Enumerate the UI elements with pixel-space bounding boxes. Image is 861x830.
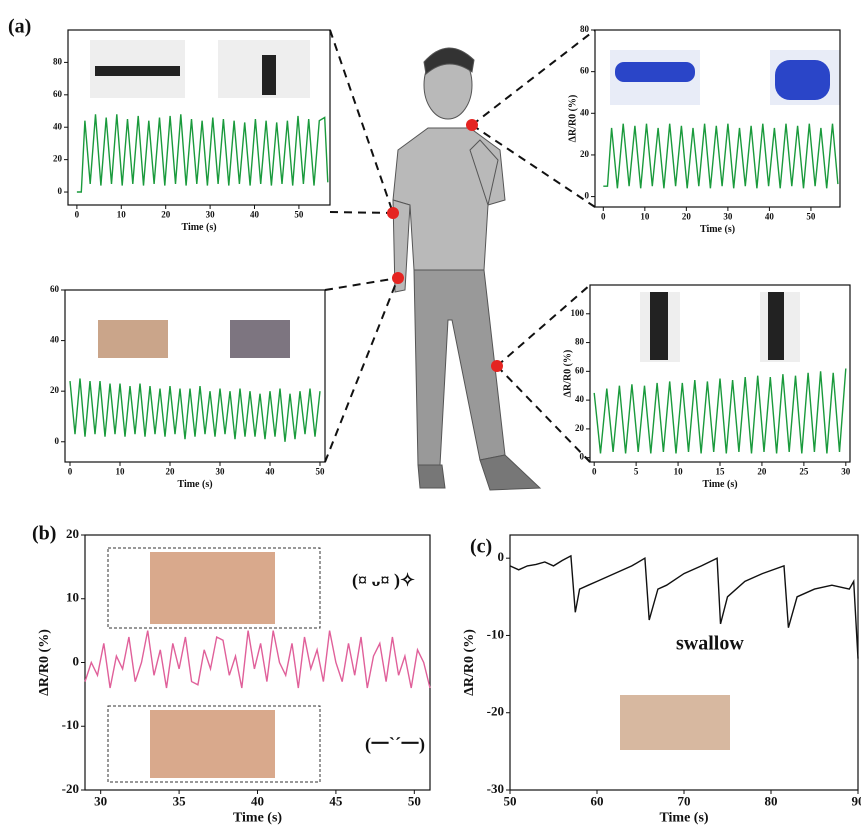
x-tick-label: 35 xyxy=(173,793,187,808)
x-tick-label: 20 xyxy=(161,210,171,220)
y-tick-label: 0 xyxy=(58,186,63,196)
y-tick-label: 20 xyxy=(580,149,590,159)
y-tick-label: 0 xyxy=(55,436,60,446)
y-tick-label: -30 xyxy=(487,781,504,796)
x-tick-label: 10 xyxy=(116,467,126,477)
x-tick-label: 40 xyxy=(250,210,260,220)
y-tick-label: 40 xyxy=(575,394,585,404)
panel-label: (a) xyxy=(8,16,31,38)
data-line xyxy=(77,114,328,192)
x-tick-label: 15 xyxy=(716,467,726,477)
y-tick-label: 100 xyxy=(571,308,585,318)
x-tick-label: 0 xyxy=(601,212,606,222)
x-tick-label: 10 xyxy=(674,467,684,477)
x-axis-label: Time (s) xyxy=(659,810,708,825)
y-tick-label: 0 xyxy=(580,452,585,462)
y-tick-label: 40 xyxy=(50,335,60,345)
y-axis-label: ΔR/R0 (%) xyxy=(37,629,52,696)
y-tick-label: 40 xyxy=(580,107,590,117)
y-axis-label: ΔR/R0 (%) xyxy=(462,629,477,696)
x-tick-label: 50 xyxy=(806,212,816,222)
annotation: swallow xyxy=(676,633,744,655)
y-tick-label: 20 xyxy=(50,385,60,395)
x-tick-label: 20 xyxy=(682,212,692,222)
x-tick-label: 20 xyxy=(166,467,176,477)
y-tick-label: 20 xyxy=(53,154,63,164)
y-tick-label: 80 xyxy=(580,24,590,34)
x-tick-label: 50 xyxy=(316,467,326,477)
x-tick-label: 30 xyxy=(216,467,226,477)
x-tick-label: 10 xyxy=(640,212,650,222)
x-tick-label: 30 xyxy=(94,793,107,808)
x-axis-label: Time (s) xyxy=(181,222,216,233)
x-tick-label: 0 xyxy=(592,467,597,477)
x-tick-label: 80 xyxy=(765,793,778,808)
x-tick-label: 5 xyxy=(634,467,639,477)
data-line xyxy=(85,631,430,688)
panel-label: (c) xyxy=(470,536,492,558)
y-tick-label: 20 xyxy=(575,423,585,433)
x-axis-label: Time (s) xyxy=(702,479,737,490)
annotation: (一`´一) xyxy=(365,734,425,755)
x-tick-label: 0 xyxy=(75,210,80,220)
y-tick-label: 0 xyxy=(73,653,80,668)
x-tick-label: 40 xyxy=(251,793,264,808)
y-tick-label: -20 xyxy=(487,704,504,719)
x-tick-label: 90 xyxy=(852,793,861,808)
y-tick-label: 60 xyxy=(53,89,63,99)
plot-frame xyxy=(590,285,850,462)
y-tick-label: -10 xyxy=(62,717,79,732)
data-line xyxy=(70,379,320,442)
y-tick-label: -10 xyxy=(487,626,504,641)
y-tick-label: 80 xyxy=(575,337,585,347)
y-tick-label: 60 xyxy=(580,66,590,76)
y-tick-label: 40 xyxy=(53,121,63,131)
annotation: (¤ ᴗ¤ )✧ xyxy=(352,570,415,591)
figure: 01020304050020406080Time (s)(a)010203040… xyxy=(0,0,861,825)
x-axis-label: Time (s) xyxy=(700,224,735,235)
x-tick-label: 0 xyxy=(68,467,73,477)
panel-label: (b) xyxy=(32,523,56,545)
x-tick-label: 60 xyxy=(591,793,604,808)
y-tick-label: 80 xyxy=(53,56,63,66)
y-tick-label: 20 xyxy=(66,526,79,541)
person-illustration xyxy=(393,48,540,490)
x-tick-label: 40 xyxy=(266,467,276,477)
x-tick-label: 30 xyxy=(723,212,733,222)
y-tick-label: -20 xyxy=(62,781,79,796)
data-line xyxy=(603,124,838,189)
y-axis-label: ΔR/R0 (%) xyxy=(567,95,578,143)
x-tick-label: 40 xyxy=(765,212,775,222)
x-tick-label: 30 xyxy=(206,210,216,220)
x-axis-label: Time (s) xyxy=(177,479,212,490)
x-tick-label: 25 xyxy=(799,467,809,477)
x-tick-label: 30 xyxy=(841,467,851,477)
x-tick-label: 10 xyxy=(117,210,127,220)
x-axis-label: Time (s) xyxy=(233,810,282,825)
y-axis-label: ΔR/R0 (%) xyxy=(562,350,573,398)
y-tick-label: 0 xyxy=(585,191,590,201)
data-line xyxy=(594,369,846,454)
y-tick-label: 60 xyxy=(50,284,60,294)
x-tick-label: 50 xyxy=(294,210,304,220)
y-tick-label: 60 xyxy=(575,365,585,375)
y-tick-label: 10 xyxy=(66,590,79,605)
x-tick-label: 70 xyxy=(678,793,691,808)
x-tick-label: 45 xyxy=(329,793,343,808)
x-tick-label: 50 xyxy=(408,793,421,808)
x-tick-label: 50 xyxy=(504,793,517,808)
y-tick-label: 0 xyxy=(498,549,505,564)
x-tick-label: 20 xyxy=(757,467,767,477)
